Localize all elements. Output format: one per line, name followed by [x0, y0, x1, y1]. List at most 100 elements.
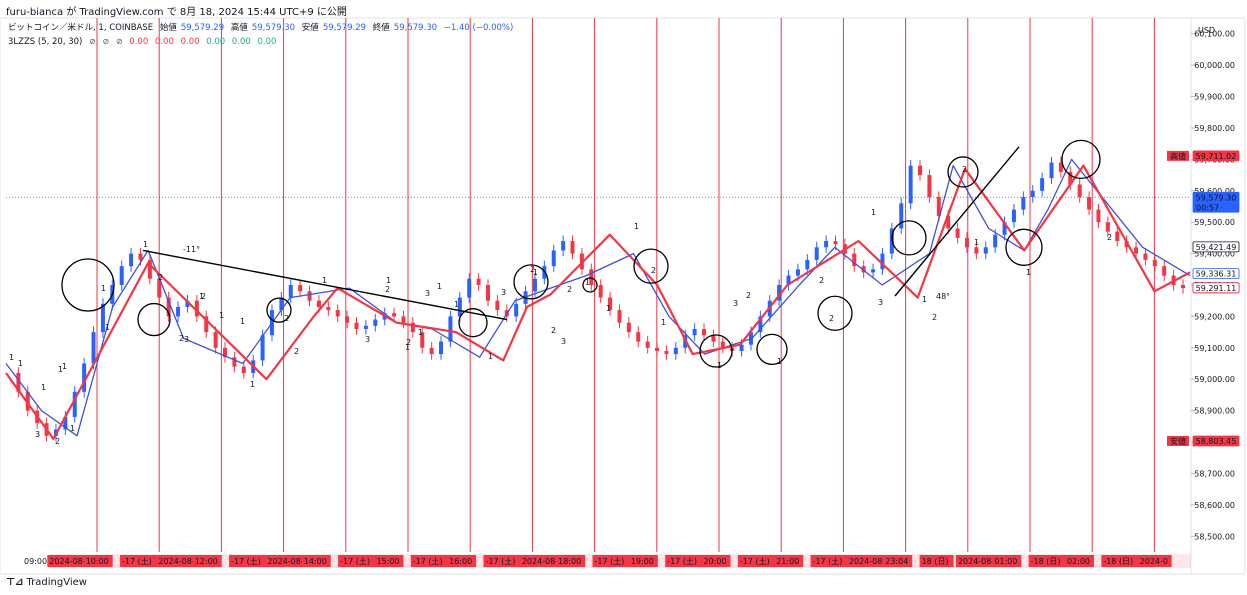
y-tick-label: 59,200.00 [1194, 312, 1235, 321]
time-tick-label: -17 (土) [122, 556, 152, 566]
candle-body [176, 306, 181, 317]
candle-body [692, 328, 697, 336]
price-tag [1192, 268, 1240, 279]
time-tick-label: -17 (土) [740, 556, 770, 566]
candle-body [260, 335, 265, 361]
price-tag-value: 59,711.02 [1196, 152, 1237, 161]
wave-count-label: 1 [974, 238, 979, 247]
candle-body [974, 247, 979, 254]
candle-body [1115, 231, 1120, 242]
annotation-circle [756, 333, 788, 366]
candle-body [373, 319, 378, 326]
wave-count-label: 2 [829, 314, 834, 323]
time-tick-bg [556, 555, 586, 567]
annotation-circle [266, 297, 292, 323]
time-tick-bg [665, 555, 704, 567]
low-value: 59,579.29 [322, 23, 367, 33]
time-tick-bg [374, 555, 404, 567]
candle-body [946, 215, 951, 229]
candle-body [918, 165, 923, 176]
time-tick-label: -17 (土) [813, 556, 843, 566]
candle-body [25, 391, 30, 411]
candle-body [814, 247, 819, 260]
price-tag-label: 高値 [1170, 151, 1186, 161]
symbol-name[interactable]: ビットコイン／米ドル, 1, COINBASE [8, 23, 154, 33]
candle-body [232, 357, 237, 367]
tradingview-brand[interactable]: ⊤⊿ TradingView [6, 577, 87, 588]
candle-body [345, 316, 350, 323]
indicator-value: 0.00 [129, 37, 149, 47]
time-tick-bg [338, 555, 377, 567]
candle-body [758, 316, 763, 333]
y-tick-label: 59,100.00 [1194, 344, 1235, 353]
time-tick-bg [919, 555, 954, 567]
time-tick-bg [810, 555, 849, 567]
candle-body [673, 347, 678, 355]
candle-body [927, 175, 932, 198]
time-tick-bg [1028, 555, 1067, 567]
candle-body [457, 297, 462, 317]
candle-body [298, 285, 303, 292]
candle-body [542, 266, 547, 279]
annotation-circle [817, 295, 853, 331]
indicator-value: 0.00 [257, 37, 277, 47]
eye-icon[interactable]: ⊘ [89, 37, 96, 46]
wave-count-label: 2 [551, 326, 556, 335]
candle-body [626, 322, 631, 333]
candle-body [213, 332, 218, 348]
candle-body [570, 241, 575, 254]
wave-count-label: 1 [437, 282, 442, 291]
wave-count-label: 2 [746, 291, 751, 300]
wave-count-label: 2 [406, 338, 411, 347]
candle-body [410, 322, 415, 333]
indicator-name[interactable]: 3LZZS (5, 20, 30) [8, 37, 83, 47]
zigzag-red-line [5, 164, 1191, 440]
candle-body [129, 253, 134, 267]
price-tag-label: 安値 [1170, 436, 1186, 446]
time-tick-bg [628, 555, 658, 567]
wave-count-label: 1 [9, 353, 14, 362]
price-tag-label-bg [1167, 150, 1189, 161]
candle-body [16, 372, 21, 392]
time-tick-label: -18 (日) [1031, 557, 1061, 566]
candle-body [786, 275, 791, 285]
wave-count-label: 1 [418, 328, 423, 337]
candle-body [91, 332, 96, 364]
candle-body [467, 278, 472, 298]
wave-count-label: 1 [41, 383, 46, 392]
candle-body [82, 363, 87, 392]
annotation-circle [458, 308, 488, 338]
wave-count-label: 2 [1107, 233, 1112, 242]
time-tick-bg [83, 555, 113, 567]
candle-body [777, 285, 782, 301]
time-tick-bg [1101, 555, 1140, 567]
price-tag [1192, 241, 1240, 253]
candle-body [354, 322, 359, 329]
wave-count-label: 2 [294, 347, 299, 356]
time-tick-label: 2024-08-17 (土) [158, 556, 221, 566]
open-label: 始値 [159, 23, 177, 33]
candle-body [1105, 222, 1110, 232]
wave-count-label: 2 [179, 334, 184, 343]
angle-annotation: 48° [936, 292, 950, 301]
angle-annotation: -11° [183, 245, 200, 254]
time-tick-bg [737, 555, 776, 567]
wave-count-label: 1 [585, 278, 590, 287]
candle-body [645, 341, 650, 348]
time-tick-bg [229, 555, 268, 567]
candle-body [993, 234, 998, 248]
y-tick-label: 60,100.00 [1194, 30, 1235, 39]
time-tick-label: 18:00 [558, 557, 581, 566]
indicator-value: 0.00 [154, 37, 174, 47]
settings-icon[interactable]: ⊘ [102, 37, 110, 46]
price-tag [1192, 191, 1240, 213]
annotation-circle [633, 248, 669, 284]
candle-body [561, 241, 566, 251]
time-tick-bg [447, 555, 477, 567]
annotation-circle [891, 220, 927, 256]
time-tick-label: 2024-08-17 (土) [522, 556, 585, 566]
time-tick-bg [1137, 555, 1172, 567]
source-icon[interactable]: ⊘ [115, 37, 123, 46]
candle-body [1068, 171, 1073, 185]
